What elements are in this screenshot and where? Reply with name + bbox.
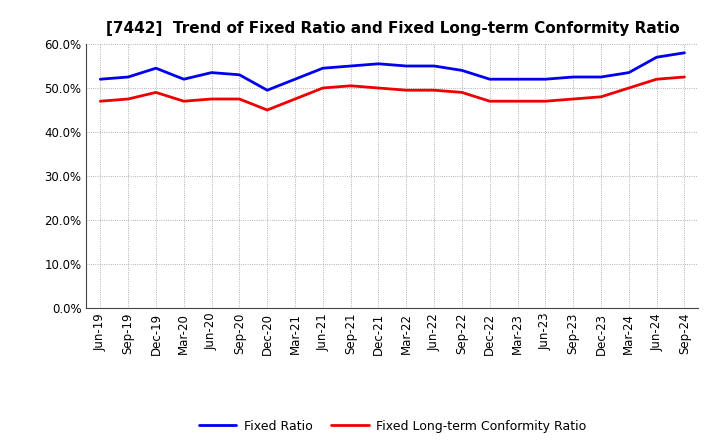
Fixed Long-term Conformity Ratio <box>374 85 383 91</box>
Fixed Ratio <box>346 63 355 69</box>
Fixed Long-term Conformity Ratio <box>485 99 494 104</box>
Fixed Ratio <box>485 77 494 82</box>
Fixed Ratio <box>124 74 132 80</box>
Fixed Long-term Conformity Ratio <box>96 99 104 104</box>
Fixed Ratio <box>652 55 661 60</box>
Fixed Long-term Conformity Ratio <box>291 96 300 102</box>
Fixed Ratio <box>458 68 467 73</box>
Fixed Ratio <box>430 63 438 69</box>
Line: Fixed Ratio: Fixed Ratio <box>100 53 685 90</box>
Fixed Ratio <box>680 50 689 55</box>
Fixed Long-term Conformity Ratio <box>541 99 550 104</box>
Fixed Long-term Conformity Ratio <box>402 88 410 93</box>
Fixed Ratio <box>597 74 606 80</box>
Fixed Long-term Conformity Ratio <box>263 107 271 113</box>
Fixed Ratio <box>318 66 327 71</box>
Fixed Long-term Conformity Ratio <box>346 83 355 88</box>
Fixed Long-term Conformity Ratio <box>624 85 633 91</box>
Fixed Ratio <box>152 66 161 71</box>
Fixed Long-term Conformity Ratio <box>207 96 216 102</box>
Fixed Ratio <box>263 88 271 93</box>
Fixed Ratio <box>624 70 633 75</box>
Fixed Long-term Conformity Ratio <box>569 96 577 102</box>
Fixed Ratio <box>235 72 243 77</box>
Fixed Long-term Conformity Ratio <box>318 85 327 91</box>
Fixed Ratio <box>569 74 577 80</box>
Fixed Long-term Conformity Ratio <box>597 94 606 99</box>
Fixed Ratio <box>402 63 410 69</box>
Fixed Ratio <box>207 70 216 75</box>
Line: Fixed Long-term Conformity Ratio: Fixed Long-term Conformity Ratio <box>100 77 685 110</box>
Fixed Long-term Conformity Ratio <box>430 88 438 93</box>
Fixed Ratio <box>541 77 550 82</box>
Fixed Long-term Conformity Ratio <box>179 99 188 104</box>
Fixed Long-term Conformity Ratio <box>458 90 467 95</box>
Fixed Long-term Conformity Ratio <box>652 77 661 82</box>
Fixed Ratio <box>96 77 104 82</box>
Fixed Long-term Conformity Ratio <box>680 74 689 80</box>
Fixed Long-term Conformity Ratio <box>513 99 522 104</box>
Title: [7442]  Trend of Fixed Ratio and Fixed Long-term Conformity Ratio: [7442] Trend of Fixed Ratio and Fixed Lo… <box>106 21 679 36</box>
Fixed Ratio <box>374 61 383 66</box>
Fixed Long-term Conformity Ratio <box>235 96 243 102</box>
Fixed Long-term Conformity Ratio <box>152 90 161 95</box>
Fixed Long-term Conformity Ratio <box>124 96 132 102</box>
Fixed Ratio <box>513 77 522 82</box>
Fixed Ratio <box>179 77 188 82</box>
Legend: Fixed Ratio, Fixed Long-term Conformity Ratio: Fixed Ratio, Fixed Long-term Conformity … <box>194 414 591 437</box>
Fixed Ratio <box>291 77 300 82</box>
